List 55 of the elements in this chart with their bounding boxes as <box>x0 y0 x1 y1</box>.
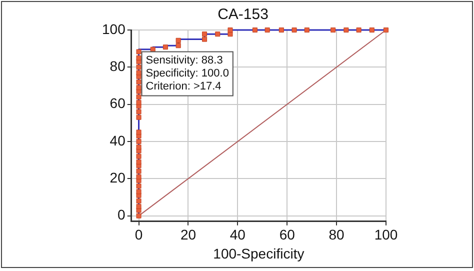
point <box>304 27 310 33</box>
chart-title: CA-153 <box>218 6 268 24</box>
point <box>162 44 168 50</box>
y-tick-label: 20 <box>110 170 126 186</box>
point <box>344 27 349 33</box>
point <box>136 204 142 210</box>
point <box>136 138 142 144</box>
point <box>136 130 142 135</box>
y-tick-label: 80 <box>110 58 126 74</box>
annotation: Sensitivity: 88.3 Specificity: 100.0 Criterion: >17.4 <box>146 54 229 92</box>
point <box>136 55 142 60</box>
point <box>136 144 142 150</box>
point <box>150 46 156 52</box>
point <box>356 27 362 33</box>
y-tick-label: 60 <box>110 95 126 112</box>
y-tick-label: 40 <box>110 132 126 148</box>
point <box>278 27 284 33</box>
point <box>136 189 142 194</box>
x-tick-label: 100 <box>374 226 398 243</box>
point <box>215 32 220 37</box>
point <box>176 43 181 48</box>
point <box>136 198 142 204</box>
point <box>383 27 389 33</box>
point <box>369 27 374 33</box>
point <box>136 213 142 218</box>
y-tick-label: 0 <box>118 206 126 223</box>
point <box>136 174 142 180</box>
point <box>136 184 142 189</box>
point <box>136 94 142 100</box>
point <box>136 114 142 120</box>
point <box>202 32 208 37</box>
point <box>136 109 142 114</box>
x-tick-label: 0 <box>134 226 143 243</box>
x-tick-label: 20 <box>180 226 196 243</box>
point <box>330 27 336 33</box>
x-tick-label: 80 <box>328 226 345 243</box>
point <box>136 159 142 164</box>
point <box>136 80 142 85</box>
point <box>264 27 270 33</box>
point <box>176 38 181 43</box>
point <box>228 27 233 33</box>
point <box>136 49 142 54</box>
point <box>292 27 297 33</box>
x-tick-label: 60 <box>279 226 296 243</box>
point <box>136 154 142 159</box>
x-tick-label: 40 <box>230 226 246 243</box>
point <box>202 36 208 42</box>
point <box>136 70 142 76</box>
point <box>136 168 142 174</box>
y-tick-label: 100 <box>102 20 126 37</box>
point <box>252 27 258 33</box>
point <box>136 64 142 70</box>
point <box>136 85 142 90</box>
x-axis-title: 100-Specificity <box>213 245 304 262</box>
point <box>136 100 142 105</box>
